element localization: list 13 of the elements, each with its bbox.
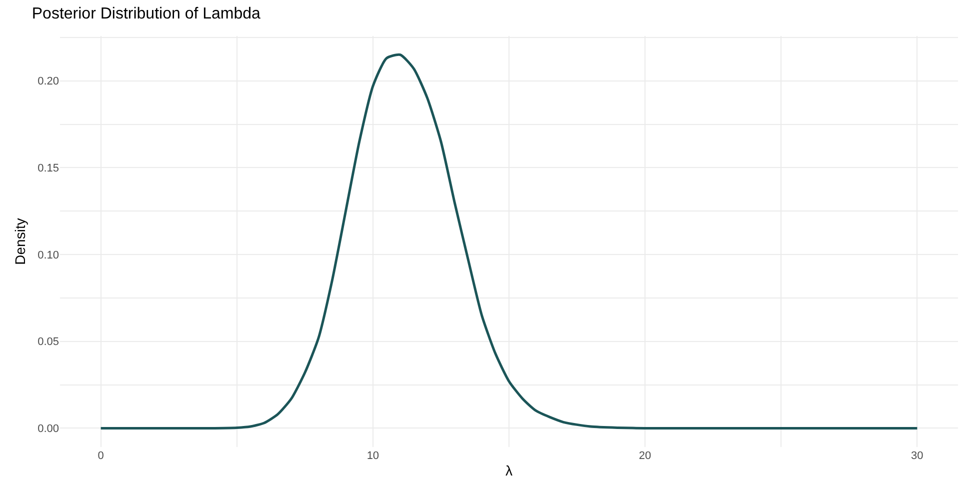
chart-title: Posterior Distribution of Lambda [32, 5, 261, 22]
y-tick-label: 0.15 [38, 162, 59, 175]
y-tick-label: 0.20 [38, 76, 59, 88]
y-axis-title: Density [12, 218, 28, 265]
x-axis-title: λ [506, 462, 512, 478]
x-tick-label: 20 [638, 450, 652, 462]
y-tick-label: 0.10 [38, 249, 59, 262]
y-tick-label: 0.05 [38, 336, 59, 348]
x-tick-label: 30 [911, 450, 924, 462]
x-tick-label: 0 [98, 450, 104, 462]
y-tick-label: 0.00 [38, 423, 59, 436]
line-series [100, 54, 918, 430]
x-tick-label: 10 [366, 450, 380, 462]
